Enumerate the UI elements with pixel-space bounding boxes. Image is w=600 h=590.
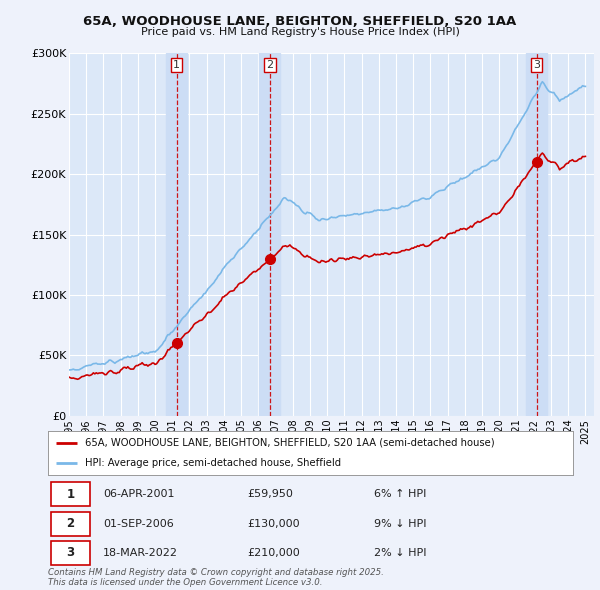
FancyBboxPatch shape [50, 541, 90, 565]
Bar [259, 53, 280, 416]
Text: £210,000: £210,000 [248, 548, 300, 558]
Text: 06-APR-2001: 06-APR-2001 [103, 489, 175, 499]
Text: 2: 2 [266, 60, 274, 70]
Text: 6% ↑ HPI: 6% ↑ HPI [373, 489, 426, 499]
Text: 01-SEP-2006: 01-SEP-2006 [103, 519, 174, 529]
Text: 1: 1 [66, 488, 74, 501]
FancyBboxPatch shape [50, 483, 90, 506]
Bar [166, 53, 187, 416]
Text: 9% ↓ HPI: 9% ↓ HPI [373, 519, 426, 529]
Text: 65A, WOODHOUSE LANE, BEIGHTON, SHEFFIELD, S20 1AA (semi-detached house): 65A, WOODHOUSE LANE, BEIGHTON, SHEFFIELD… [85, 438, 494, 448]
Text: 3: 3 [66, 546, 74, 559]
Text: £59,950: £59,950 [248, 489, 293, 499]
Text: 2: 2 [66, 517, 74, 530]
Text: 65A, WOODHOUSE LANE, BEIGHTON, SHEFFIELD, S20 1AA: 65A, WOODHOUSE LANE, BEIGHTON, SHEFFIELD… [83, 15, 517, 28]
Text: 18-MAR-2022: 18-MAR-2022 [103, 548, 178, 558]
Text: 3: 3 [533, 60, 540, 70]
Text: Contains HM Land Registry data © Crown copyright and database right 2025.
This d: Contains HM Land Registry data © Crown c… [48, 568, 384, 587]
Bar [526, 53, 547, 416]
Text: £130,000: £130,000 [248, 519, 300, 529]
Text: 2% ↓ HPI: 2% ↓ HPI [373, 548, 426, 558]
Text: HPI: Average price, semi-detached house, Sheffield: HPI: Average price, semi-detached house,… [85, 458, 341, 468]
FancyBboxPatch shape [50, 512, 90, 536]
Text: Price paid vs. HM Land Registry's House Price Index (HPI): Price paid vs. HM Land Registry's House … [140, 27, 460, 37]
Text: 1: 1 [173, 60, 180, 70]
